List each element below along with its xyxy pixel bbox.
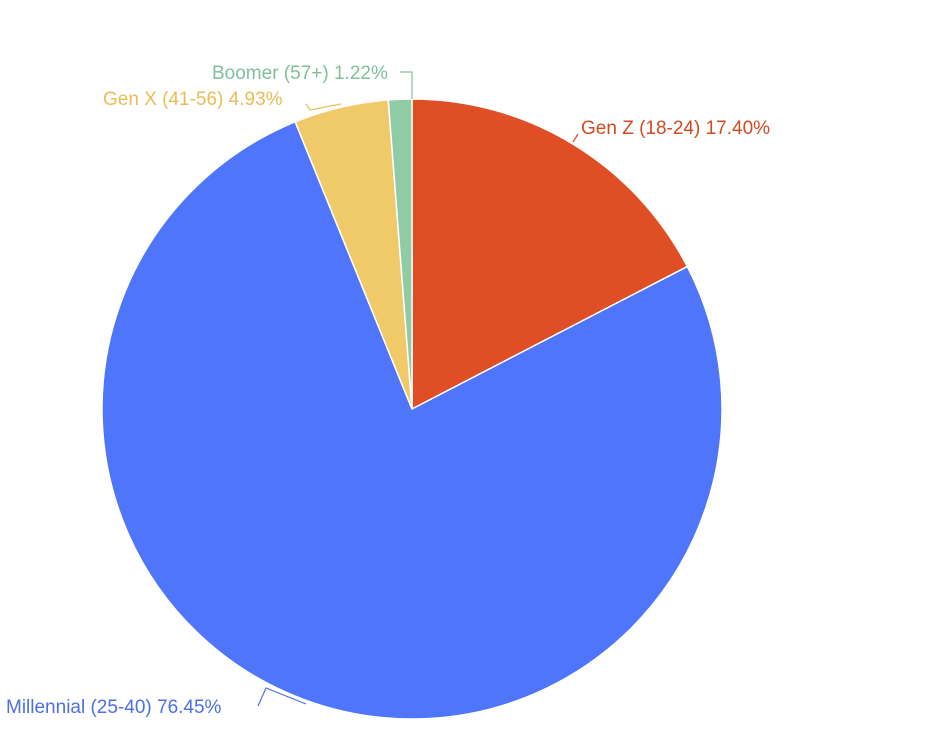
leader-line-millennial xyxy=(257,687,307,707)
slice-label-boomer: Boomer (57+) 1.22% xyxy=(212,63,388,84)
pie-slice-millennial xyxy=(101,121,723,720)
slice-label-gen-x: Gen X (41-56) 4.93% xyxy=(103,89,283,110)
slice-label-millennial: Millennial (25-40) 76.45% xyxy=(6,697,222,718)
leader-line-gen-z xyxy=(572,133,579,143)
pie-slices xyxy=(101,98,723,720)
slice-labels: Gen Z (18-24) 17.40% Millennial (25-40) … xyxy=(6,63,770,718)
leader-line-gen-x xyxy=(305,103,342,111)
slice-label-gen-z: Gen Z (18-24) 17.40% xyxy=(581,118,770,139)
leader-line-boomer xyxy=(400,71,413,99)
pie-slice-gen-z xyxy=(411,98,689,410)
label-leader-lines xyxy=(257,71,579,707)
